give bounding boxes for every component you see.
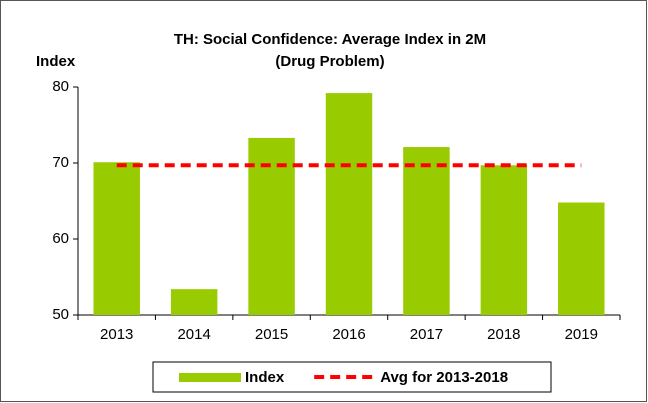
y-tick-label: 50 <box>52 306 69 323</box>
chart-title: TH: Social Confidence: Average Index in … <box>174 31 486 48</box>
x-tick-label: 2018 <box>487 326 520 343</box>
y-axis-label: Index <box>36 53 76 70</box>
x-tick-label: 2014 <box>177 326 210 343</box>
y-tick-label: 80 <box>52 78 69 95</box>
x-tick-label: 2019 <box>565 326 598 343</box>
bar <box>403 147 450 315</box>
y-tick-label: 70 <box>52 154 69 171</box>
legend-label: Avg for 2013-2018 <box>380 369 508 386</box>
bar <box>93 162 140 315</box>
bar <box>325 93 373 315</box>
bar <box>170 289 218 315</box>
x-tick-label: 2017 <box>410 326 443 343</box>
legend-swatch <box>179 373 241 382</box>
bar <box>480 165 528 315</box>
x-tick-label: 2013 <box>100 326 133 343</box>
chart-subtitle: (Drug Problem) <box>275 53 384 70</box>
bar <box>248 137 295 315</box>
x-tick-label: 2015 <box>255 326 288 343</box>
y-tick-label: 60 <box>52 230 69 247</box>
x-tick-label: 2016 <box>332 326 365 343</box>
bar <box>558 202 605 315</box>
legend-label: Index <box>245 369 285 386</box>
